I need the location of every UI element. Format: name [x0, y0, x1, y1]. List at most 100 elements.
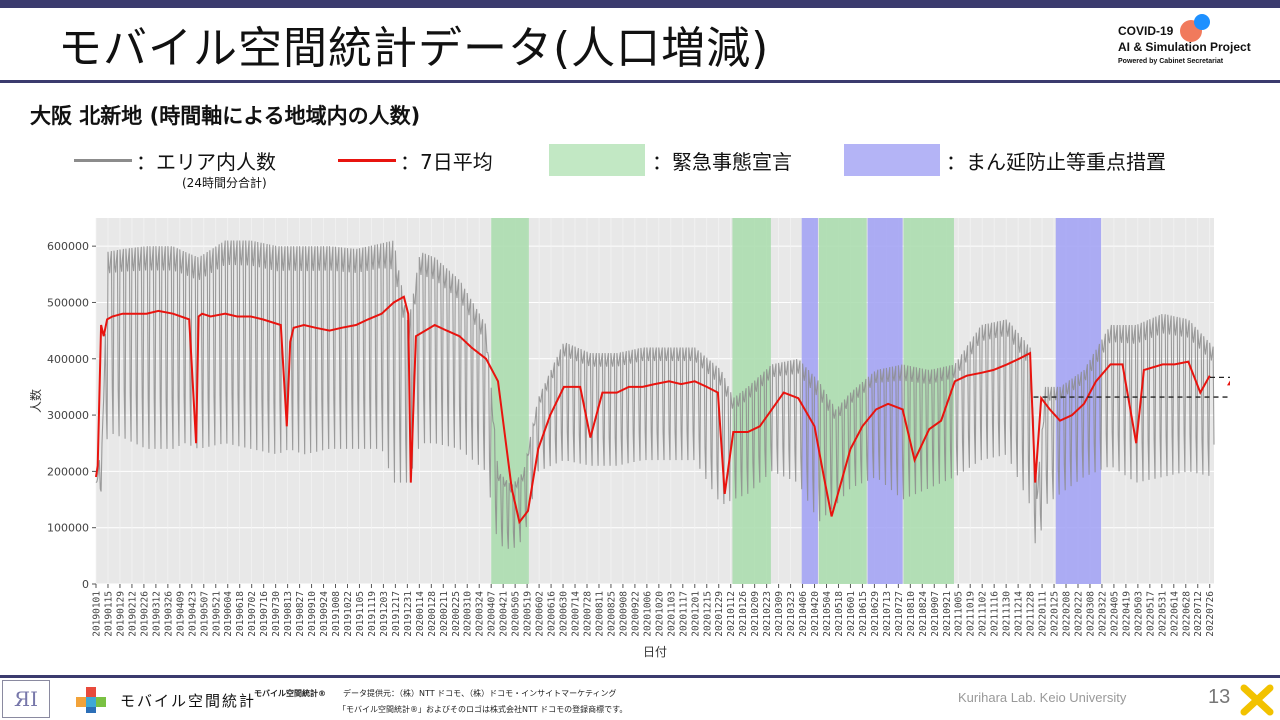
x-tick-label: 20190423: [187, 591, 198, 637]
y-tick-label: 100000: [47, 522, 89, 535]
x-tick-label: 20220503: [1133, 591, 1144, 637]
legend-green-label: ：緊急事態宣言: [652, 150, 792, 174]
x-tick-label: 20210504: [822, 591, 833, 637]
x-tick-label: 20211130: [1002, 591, 1013, 637]
population-chart: 10.2%01000002000003000004000005000006000…: [30, 218, 1230, 659]
x-tick-label: 20200908: [618, 591, 629, 637]
legend-gray-note: (24時間分合計): [182, 176, 267, 190]
x-tick-label: 20210323: [786, 591, 797, 637]
x-tick-label: 20210921: [942, 591, 953, 637]
x-tick-label: 20210223: [762, 591, 773, 637]
area-population-line: [95, 240, 1215, 549]
x-tick-label: 20191119: [367, 591, 378, 637]
x-tick-label: 20190226: [139, 591, 150, 637]
x-tick-label: 20210518: [834, 591, 845, 637]
y-tick-label: 500000: [47, 296, 89, 309]
x-tick-label: 20201229: [714, 591, 725, 637]
x-tick-label: 20210615: [858, 591, 869, 637]
x-tick-label: 20200421: [499, 591, 510, 637]
title-divider: [0, 80, 1280, 83]
x-tick-label: 20190702: [247, 591, 258, 637]
x-tick-label: 20200825: [606, 591, 617, 637]
x-tick-label: 20190716: [259, 591, 270, 637]
legend-red-swatch: [338, 159, 396, 162]
x-tick-label: 20210810: [906, 591, 917, 637]
x-tick-label: 20191217: [391, 591, 402, 637]
x-tick-label: 20190101: [92, 591, 103, 637]
trademark-note: 「モバイル空間統計®」およびそのロゴは株式会社NTT ドコモの登録商標です。: [338, 705, 628, 714]
chart-subtitle: 大阪 北新地 (時間軸による地域内の人数): [30, 104, 421, 128]
x-tick-label: 20190115: [103, 591, 114, 637]
page-title: モバイル空間統計データ(人口増減): [58, 23, 770, 74]
x-tick-label: 20210309: [774, 591, 785, 637]
x-tick-label: 20200519: [523, 591, 534, 637]
x-tick-label: 20211005: [954, 591, 965, 637]
x-tick-label: 20211019: [966, 591, 977, 637]
x-tick-label: 20200310: [463, 591, 474, 637]
x-tick-label: 20210713: [882, 591, 893, 637]
x-tick-label: 20191203: [379, 591, 390, 637]
x-tick-label: 20200114: [415, 591, 426, 637]
x-tick-label: 20200811: [594, 591, 605, 637]
x-tick-label: 20220517: [1145, 591, 1156, 637]
x-tick-label: 20200505: [511, 591, 522, 637]
x-tick-label: 20191105: [355, 591, 366, 637]
priority-measure-band: [867, 218, 903, 584]
x-tick-label: 20190212: [127, 591, 138, 637]
logo-text-covid: COVID-19: [1118, 24, 1174, 38]
x-tick-label: 20220419: [1121, 591, 1132, 637]
x-tick-label: 20211116: [990, 591, 1001, 637]
seven-day-average-line: [95, 295, 1211, 525]
x-tick-label: 20210601: [846, 591, 857, 637]
x-tick-label: 20190813: [283, 591, 294, 637]
page-number: 13: [1208, 686, 1231, 708]
x-tick-label: 20190129: [115, 591, 126, 637]
x-tick-label: 20200128: [427, 591, 438, 637]
mobile-stats-logo-icon: [76, 687, 106, 713]
x-tick-label: 20220405: [1109, 591, 1120, 637]
x-tick-label: 20201020: [654, 591, 665, 637]
x-tick-label: 20210209: [750, 591, 761, 637]
x-tick-label: 20190312: [151, 591, 162, 637]
x-tick-label: 20190326: [163, 591, 174, 637]
logo-text-powered: Powered by Cabinet Secretariat: [1118, 58, 1224, 65]
x-tick-label: 20220726: [1205, 591, 1216, 637]
y-tick-label: 600000: [47, 240, 89, 253]
top-accent-bar: [0, 0, 1280, 8]
x-tick-label: 20220322: [1097, 591, 1108, 637]
x-tick-label: 20210824: [918, 591, 929, 637]
x-tick-label: 20201215: [702, 591, 713, 637]
footer-divider: [0, 675, 1280, 678]
priority-measure-band: [801, 218, 818, 584]
lab-logo-icon: ЯΙ: [2, 680, 50, 718]
x-tick-label: 20220208: [1062, 591, 1073, 637]
x-tick-label: 20200714: [571, 591, 582, 637]
brand-small: モバイル空間統計®: [254, 689, 326, 698]
x-tick-label: 20211102: [978, 591, 989, 637]
y-tick-label: 300000: [47, 409, 89, 422]
y-axis-label: 人数: [30, 389, 43, 413]
x-tick-label: 20210112: [726, 591, 737, 637]
x-tick-label: 20200602: [535, 591, 546, 637]
x-tick-label: 20200922: [630, 591, 641, 637]
legend-gray-label: ：エリア内人数: [136, 150, 276, 174]
x-tick-label: 20220308: [1085, 591, 1096, 637]
x-tick-label: 20220712: [1193, 591, 1204, 637]
annotation-arrow-head: [1227, 380, 1230, 386]
x-tick-label: 20210420: [810, 591, 821, 637]
legend-green-swatch: [549, 144, 645, 176]
x-tick-label: 20210727: [894, 591, 905, 637]
covid-ai-logo: COVID-19 AI & Simulation Project Powered…: [1118, 14, 1268, 72]
x-tick-label: 20200728: [582, 591, 593, 637]
legend-red-label: ：7日平均: [400, 150, 493, 174]
x-tick-label: 20211214: [1014, 591, 1025, 637]
y-tick-label: 200000: [47, 465, 89, 478]
x-tick-label: 20190827: [295, 591, 306, 637]
x-tick-label: 20191231: [403, 591, 414, 637]
x-tick-label: 20200324: [475, 591, 486, 637]
legend-gray-swatch: [74, 159, 132, 162]
data-source: データ提供元：（株）NTT ドコモ、（株）ドコモ・インサイトマーケティング: [343, 689, 617, 698]
x-tick-label: 20220614: [1169, 591, 1180, 637]
x-tick-label: 20200630: [559, 591, 570, 637]
x-tick-label: 20190924: [319, 591, 330, 637]
